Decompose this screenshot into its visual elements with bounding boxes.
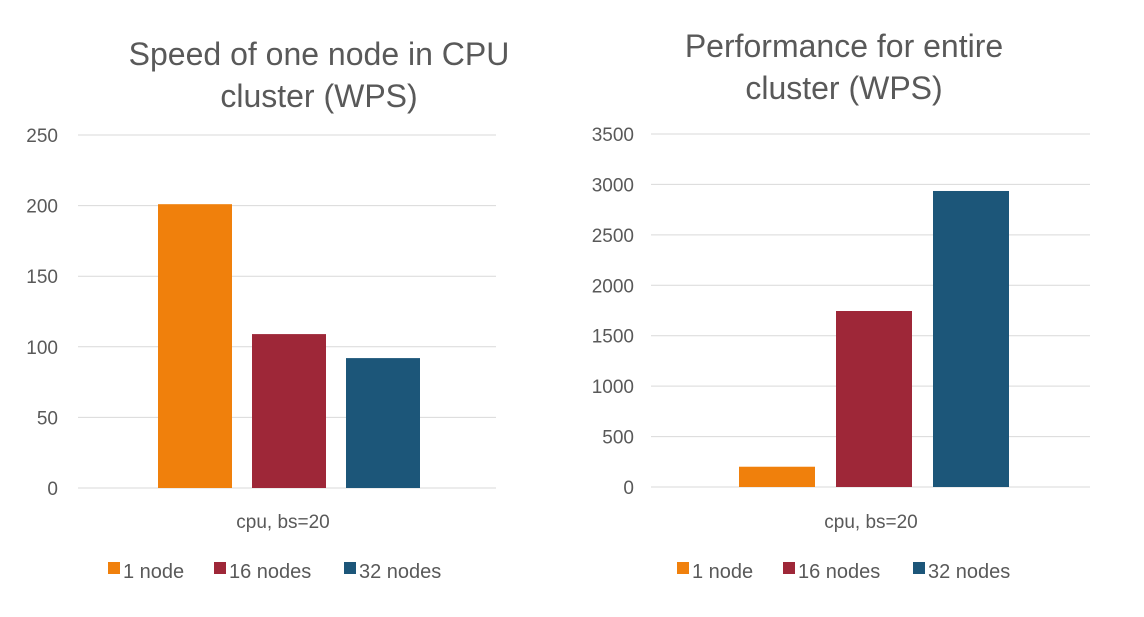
chart2-legend-label: 16 nodes bbox=[798, 561, 880, 583]
chart2-bar-1-node bbox=[739, 466, 815, 487]
chart1-y-tick-label: 50 bbox=[37, 408, 58, 429]
chart2-y-tick-label: 2500 bbox=[592, 226, 634, 247]
chart1-legend-label: 32 nodes bbox=[359, 561, 441, 583]
chart2-bar-32-nodes bbox=[933, 190, 1009, 487]
chart1-bar-1-node bbox=[158, 204, 232, 489]
chart1-bar-32-nodes bbox=[346, 358, 420, 488]
chart2-y-tick-label: 2000 bbox=[592, 276, 634, 297]
chart1-y-tick-label: 200 bbox=[26, 197, 58, 218]
chart2-title-line-2: cluster (WPS) bbox=[745, 70, 942, 106]
chart1-legend-swatch bbox=[108, 562, 120, 574]
chart2-legend-swatch bbox=[913, 562, 925, 574]
chart1-legend-swatch bbox=[214, 562, 226, 574]
chart2-y-tick-label: 3500 bbox=[592, 125, 634, 146]
chart2-title-line-1: Performance for entire bbox=[685, 28, 1003, 64]
chart1-y-tick-label: 250 bbox=[26, 126, 58, 147]
chart1-legend-label: 16 nodes bbox=[229, 561, 311, 583]
chart2-y-tick-label: 500 bbox=[602, 428, 634, 449]
chart2-y-tick-label: 0 bbox=[623, 478, 634, 499]
chart1-x-category-label: cpu, bs=20 bbox=[236, 512, 330, 533]
chart2-legend-label: 32 nodes bbox=[928, 561, 1010, 583]
chart2-legend-label: 1 node bbox=[692, 561, 753, 583]
chart2-y-tick-label: 3000 bbox=[592, 175, 634, 196]
chart1-y-tick-label: 150 bbox=[26, 267, 58, 288]
chart2-y-tick-label: 1000 bbox=[592, 377, 634, 398]
chart2-bar-16-nodes bbox=[836, 311, 912, 487]
chart1-legend-swatch bbox=[344, 562, 356, 574]
chart1-bar-16-nodes bbox=[252, 334, 326, 488]
chart2-x-category-label: cpu, bs=20 bbox=[824, 512, 918, 533]
chart2-legend-swatch bbox=[783, 562, 795, 574]
chart1-title-line-1: Speed of one node in CPU bbox=[129, 36, 510, 72]
chart1-y-tick-label: 100 bbox=[26, 338, 58, 359]
chart1-title-line-2: cluster (WPS) bbox=[220, 78, 417, 114]
chart2-y-tick-label: 1500 bbox=[592, 327, 634, 348]
chart2-legend-swatch bbox=[677, 562, 689, 574]
chart1-y-tick-label: 0 bbox=[47, 479, 58, 500]
chart1-legend-label: 1 node bbox=[123, 561, 184, 583]
